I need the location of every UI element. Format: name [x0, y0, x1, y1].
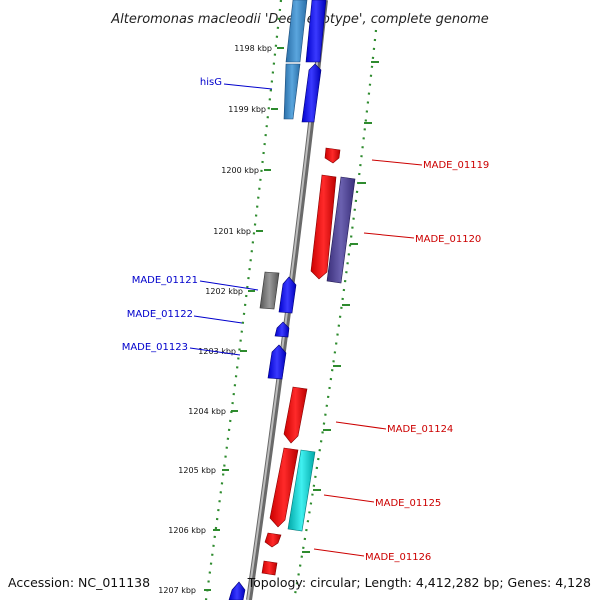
- tick-label: 1207 kbp: [158, 586, 196, 595]
- rna-feature: [283, 63, 301, 120]
- leader-line-MADE_01122: [193, 315, 243, 324]
- reverse-gene-MADE_01124: [283, 386, 308, 444]
- leader-line-MADE_01120: [363, 232, 415, 239]
- tick-label: 1202 kbp: [205, 287, 243, 296]
- gene-label-MADE_01122: MADE_01122: [127, 309, 193, 320]
- leader-line-MADE_01121: [199, 280, 259, 291]
- tick-label: 1204 kbp: [188, 407, 226, 416]
- tick-label: 1199 kbp: [228, 105, 266, 114]
- forward-gene: [305, 0, 327, 63]
- gene-label-MADE_01123: MADE_01123: [122, 342, 188, 353]
- leader-line-MADE_01119: [371, 159, 423, 166]
- forward-gene-MADE_01121: [278, 276, 297, 314]
- leader-lines: [189, 83, 423, 557]
- leader-line-hisG: [223, 83, 273, 90]
- gene-label-MADE_01120: MADE_01120: [415, 234, 481, 245]
- gene-label-MADE_01126: MADE_01126: [365, 552, 431, 563]
- reverse-gene-MADE_01120: [310, 174, 337, 280]
- leader-line-MADE_01123: [189, 347, 241, 356]
- tick-label: 1200 kbp: [221, 166, 259, 175]
- outer-ring-right: [292, 29, 378, 600]
- cyan-feature: [287, 449, 316, 532]
- leader-line-MADE_01125: [323, 494, 375, 503]
- reverse-gene-MADE_01126: [264, 532, 282, 548]
- gene-labels: hisG MADE_01119 MADE_01120 MADE_01121 MA…: [122, 77, 490, 563]
- forward-gene-MADE_01122: [274, 321, 290, 338]
- forward-gene: [228, 581, 246, 600]
- tick-label: 1205 kbp: [178, 466, 216, 475]
- forward-gene-hisG: [301, 63, 322, 123]
- gene-label-MADE_01121: MADE_01121: [132, 275, 198, 286]
- tick-label: 1198 kbp: [234, 44, 272, 53]
- accession-text: Accession: NC_011138: [8, 575, 150, 590]
- reverse-gene: [261, 560, 278, 576]
- orthology-feature: [326, 176, 356, 284]
- leader-line-MADE_01126: [313, 548, 365, 557]
- gene-label-MADE_01124: MADE_01124: [387, 424, 453, 435]
- gray-feature: [259, 271, 280, 310]
- leader-line-MADE_01124: [335, 421, 387, 430]
- tick-marks-right: [302, 61, 379, 553]
- gene-label-MADE_01119: MADE_01119: [423, 160, 489, 171]
- rna-feature: [285, 0, 308, 63]
- genome-summary-text: Topology: circular; Length: 4,412,282 bp…: [247, 575, 591, 590]
- hisG-region: [283, 0, 327, 123]
- tick-marks: [204, 47, 284, 591]
- forward-gene-MADE_01123: [267, 344, 287, 380]
- tick-label: 1201 kbp: [213, 227, 251, 236]
- reverse-gene-MADE_01119: [324, 147, 341, 164]
- gene-label-hisG: hisG: [200, 77, 222, 88]
- tick-label: 1206 kbp: [168, 526, 206, 535]
- reverse-gene-MADE_01125: [269, 447, 299, 528]
- gene-label-MADE_01125: MADE_01125: [375, 498, 441, 509]
